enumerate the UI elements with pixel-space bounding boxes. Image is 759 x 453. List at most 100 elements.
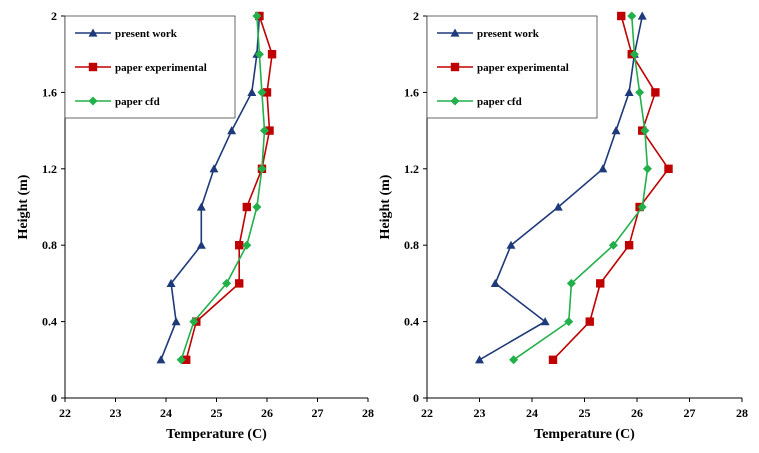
series-line [513, 15, 649, 361]
series-line [185, 15, 273, 361]
x-tick-label: 23 [110, 406, 122, 420]
legend-label: present work [115, 28, 178, 40]
data-point [624, 241, 634, 250]
data-point [475, 355, 484, 364]
data-point [242, 240, 252, 250]
data-point [637, 202, 647, 212]
x-tick-label: 25 [579, 406, 591, 420]
data-point [540, 317, 550, 326]
data-point [242, 202, 251, 212]
data-point [664, 164, 673, 173]
data-point [182, 355, 191, 364]
data-point [267, 50, 277, 59]
legend: present work paper experimental paper cfd [426, 15, 598, 119]
x-tick-label: 28 [362, 406, 374, 420]
data-point [640, 126, 650, 136]
y-tick-label: 0.4 [42, 315, 57, 329]
data-point [156, 355, 166, 364]
y-tick-label: 2 [51, 9, 57, 23]
series-line [479, 15, 644, 361]
series-present-work [475, 11, 647, 364]
x-tick-label: 27 [312, 406, 324, 420]
x-tick-label: 24 [526, 406, 538, 420]
y-tick-label: 0.8 [404, 238, 419, 252]
legend-marker [88, 96, 98, 106]
series-present-work [156, 11, 264, 364]
data-point [262, 88, 272, 97]
data-point [176, 355, 186, 365]
y-tick-label: 1.6 [42, 85, 57, 99]
data-point [222, 278, 232, 288]
data-point [235, 241, 244, 250]
y-tick-label: 0.8 [42, 238, 57, 252]
data-point [196, 240, 206, 249]
data-point [247, 87, 257, 96]
data-point [608, 240, 618, 250]
data-point [490, 278, 500, 287]
x-axis-label: Temperature (C) [534, 427, 635, 442]
legend-label: paper cfd [115, 96, 160, 108]
data-point [259, 126, 269, 136]
y-axis-label: Height (m) [16, 174, 31, 239]
legend-marker [450, 62, 460, 72]
x-tick-label: 28 [736, 406, 748, 420]
y-tick-label: 0 [413, 391, 419, 405]
legend-marker [450, 28, 460, 37]
data-point [553, 202, 563, 211]
x-tick-label: 25 [211, 406, 223, 420]
data-point [548, 355, 558, 364]
data-point [651, 88, 660, 97]
series-line [180, 15, 266, 361]
data-point [265, 126, 274, 135]
data-point [617, 11, 626, 21]
data-point [257, 164, 267, 174]
x-tick-label: 22 [59, 406, 71, 420]
series-paper-cfd [509, 11, 652, 365]
legend-marker [450, 96, 460, 106]
y-tick-label: 2 [413, 9, 419, 23]
series-line [160, 15, 261, 361]
data-point [566, 278, 576, 288]
chart-panel-2: 22 23 24 25 26 27 28 0 0.4 0.8 1.2 1.6 2 Temperature … [378, 9, 748, 442]
y-tick-label: 0.4 [404, 315, 419, 329]
data-point [624, 87, 634, 96]
legend: present work paper experimental paper cfd [64, 15, 236, 119]
legend-marker [88, 28, 98, 37]
series-line [552, 15, 670, 361]
y-tick-label: 0 [51, 391, 57, 405]
legend-label: paper experimental [477, 62, 569, 74]
data-point [166, 278, 176, 287]
series-paper-cfd [176, 11, 269, 365]
data-point [254, 49, 264, 59]
data-point [171, 317, 181, 326]
data-point [209, 164, 219, 173]
data-point [627, 11, 637, 21]
x-tick-label: 26 [261, 406, 273, 420]
data-point [596, 279, 605, 288]
x-tick-label: 27 [684, 406, 696, 420]
data-point [509, 355, 519, 365]
data-point [585, 317, 594, 326]
data-point [235, 279, 244, 288]
legend-marker [88, 62, 98, 72]
data-point [635, 87, 645, 97]
legend-label: paper experimental [115, 62, 207, 74]
y-axis-label: Height (m) [378, 174, 393, 239]
legend-label: paper cfd [477, 96, 522, 108]
x-tick-label: 23 [474, 406, 486, 420]
data-point [196, 202, 206, 211]
x-tick-label: 26 [631, 406, 643, 420]
y-tick-label: 1.2 [404, 162, 419, 176]
chart-panel-1: 22 23 24 25 26 27 28 0 0.4 0.8 1.2 1.6 2 Temperature … [16, 9, 374, 442]
x-tick-label: 24 [160, 406, 172, 420]
data-point [564, 317, 574, 327]
y-tick-label: 1.6 [404, 85, 419, 99]
data-point [257, 87, 267, 97]
data-point [629, 49, 639, 59]
x-tick-label: 22 [421, 406, 433, 420]
data-point [252, 202, 262, 212]
data-point [252, 11, 262, 21]
data-point [611, 126, 621, 135]
data-point [637, 11, 647, 20]
y-tick-label: 1.2 [42, 162, 57, 176]
